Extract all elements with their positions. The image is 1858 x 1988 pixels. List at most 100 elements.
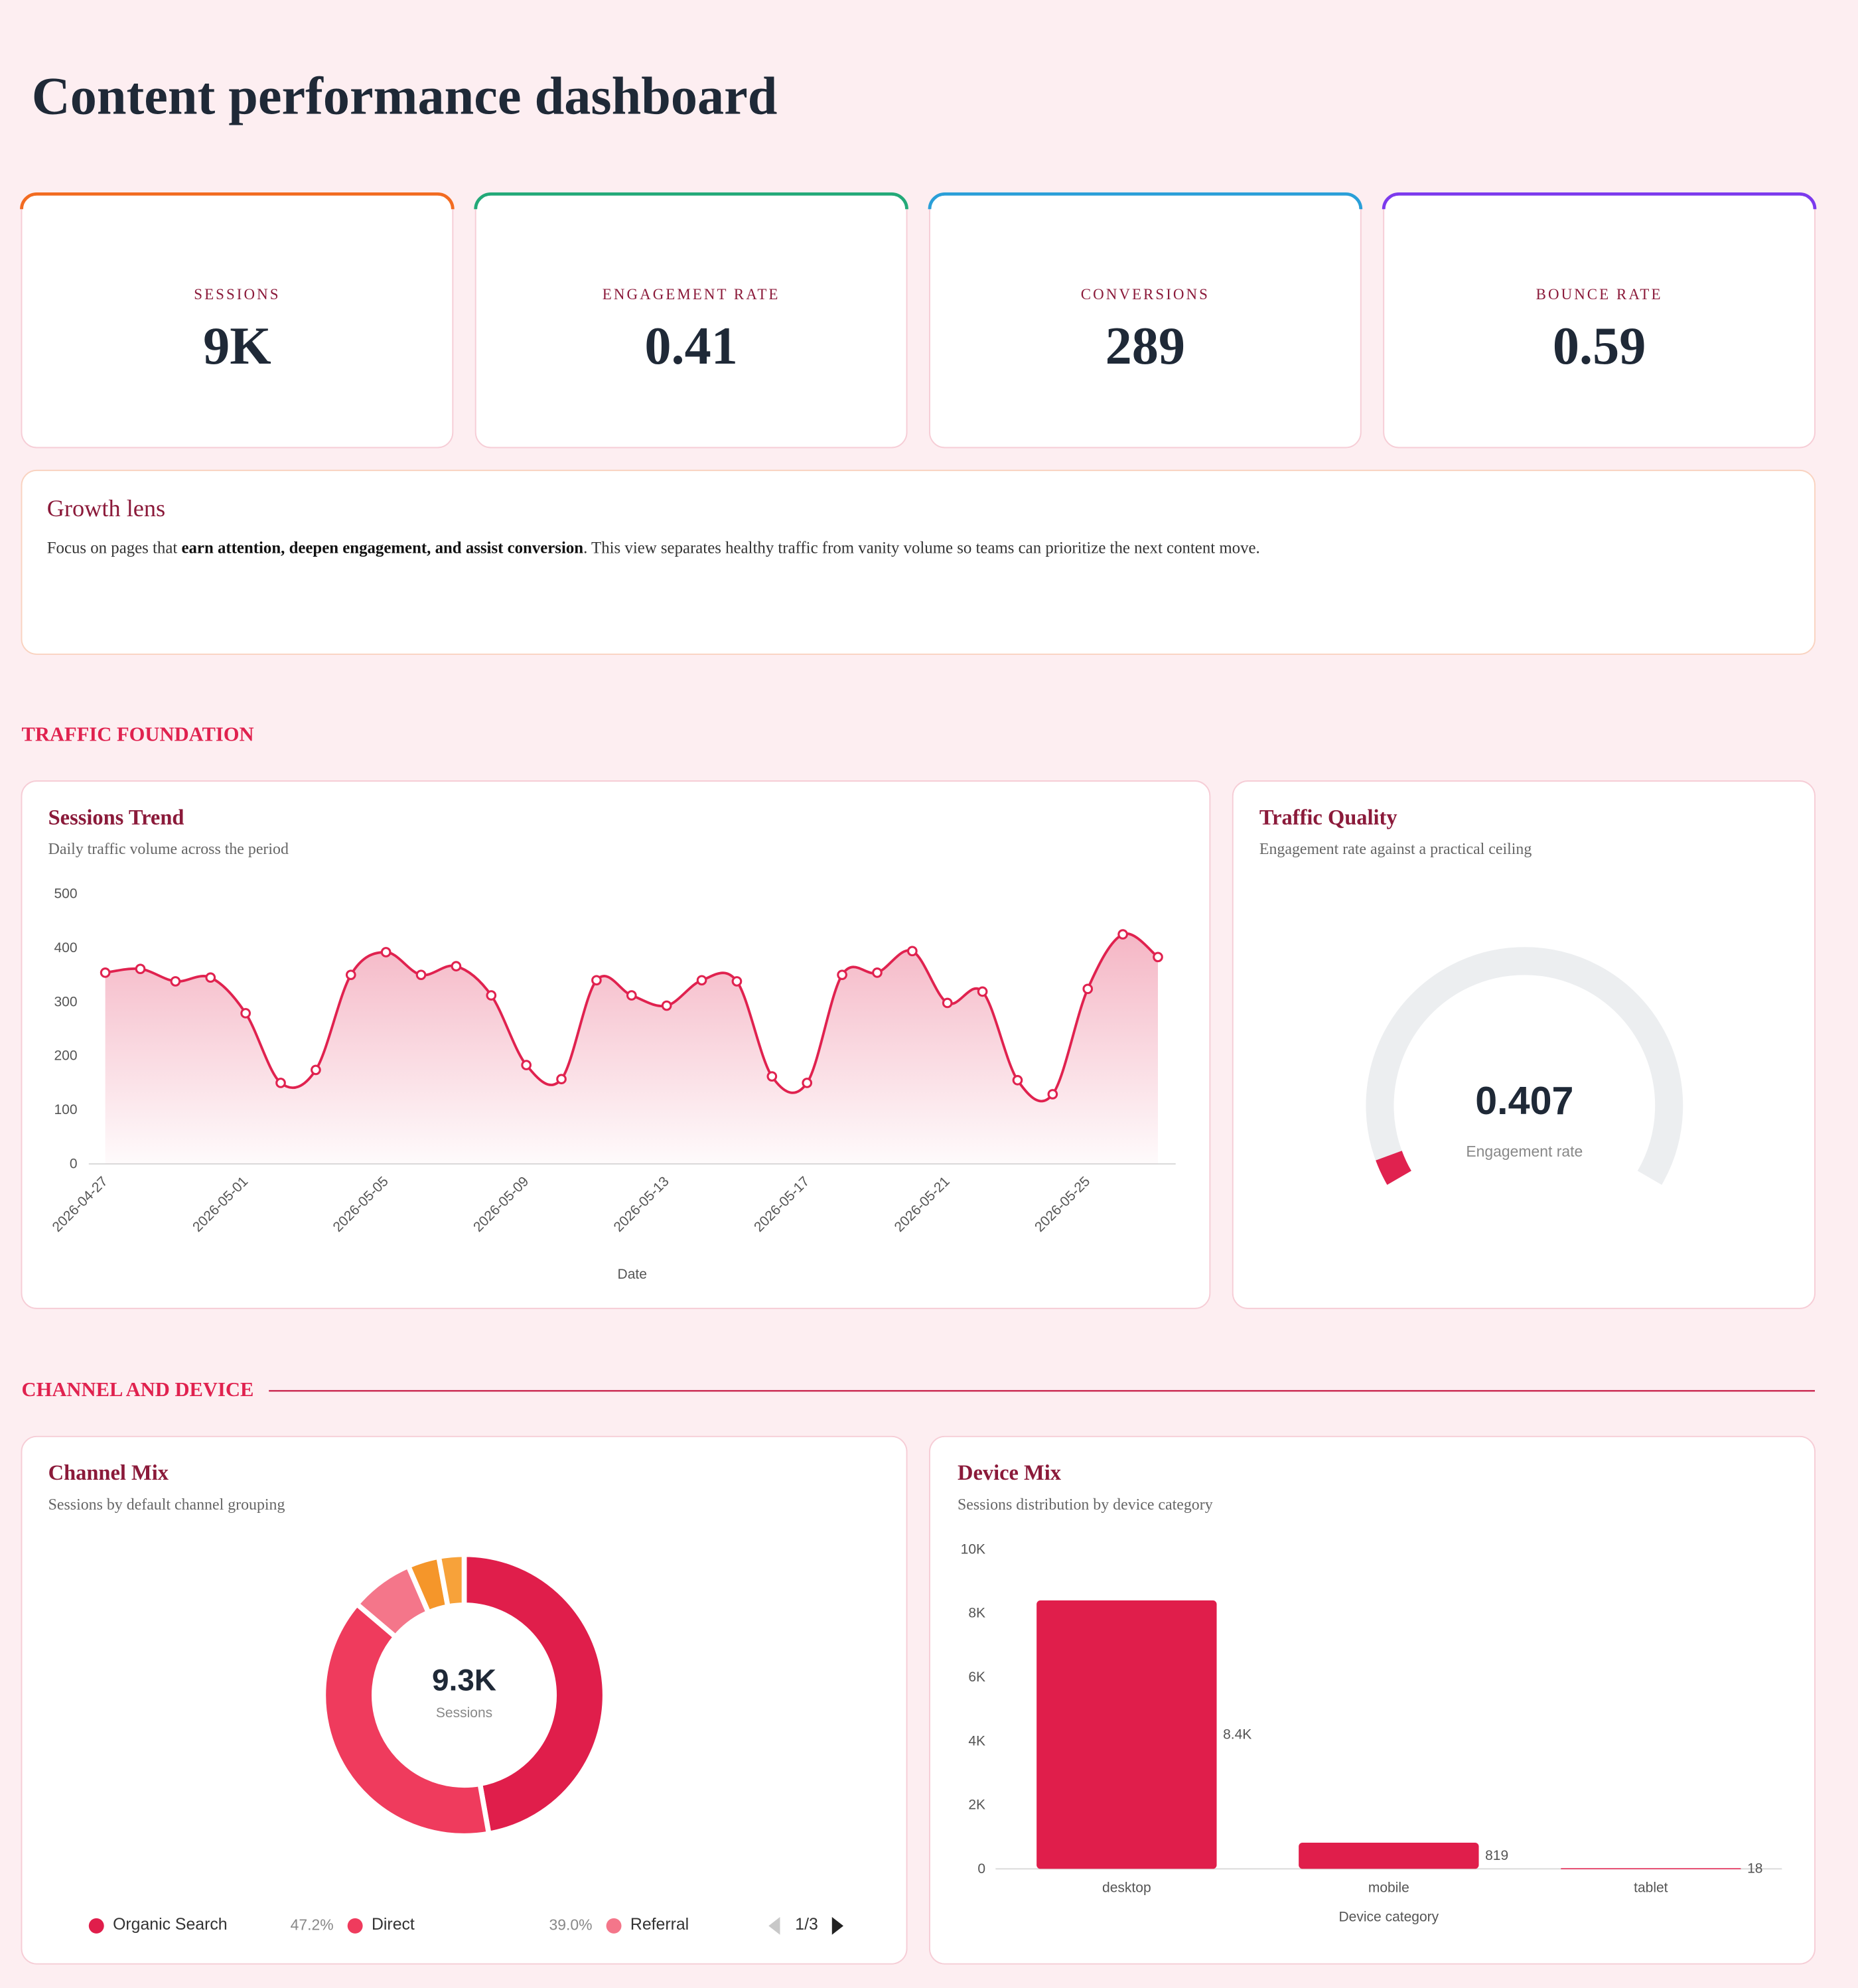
y-tick-label: 200	[54, 1048, 78, 1064]
legend-page: 1/3	[795, 1916, 818, 1934]
pie-slice	[461, 1551, 608, 1837]
x-tick-label: mobile	[1368, 1881, 1409, 1896]
gauge-value-label: 0.407	[1475, 1078, 1573, 1123]
point	[170, 976, 181, 987]
y-tick-label: 0	[70, 1157, 78, 1172]
legend-prev[interactable]	[768, 1917, 780, 1935]
y-tick-label: 300	[54, 994, 78, 1009]
point	[486, 990, 497, 1001]
point	[802, 1078, 813, 1088]
growth-emphasis: earn attention, deepen engagement, and a…	[181, 539, 583, 557]
line	[105, 932, 1159, 1103]
point	[766, 1071, 778, 1082]
value-label: 8.4K	[1223, 1727, 1251, 1742]
bar	[1299, 1842, 1479, 1869]
gauge-track	[1366, 947, 1683, 1185]
kpi-value: 9K	[203, 317, 271, 376]
point	[1012, 1075, 1023, 1086]
point	[977, 986, 988, 997]
pie-slice	[436, 1551, 467, 1610]
y-tick-label: 6K	[968, 1669, 985, 1685]
kpi-label: ENGAGEMENT RATE	[603, 286, 780, 303]
area	[105, 933, 1158, 1165]
kpi-row: SESSIONS 9K ENGAGEMENT RATE 0.41 CONVERSIONS…	[20, 192, 1817, 449]
point	[837, 969, 847, 980]
legend-label: Organic Search	[113, 1916, 228, 1934]
x-tick-label: tablet	[1634, 1881, 1668, 1896]
y-tick-label: 8K	[968, 1606, 985, 1621]
value-label: 819	[1485, 1848, 1508, 1863]
x-axis-title: Device category	[1338, 1910, 1439, 1925]
legend-next[interactable]	[831, 1917, 843, 1935]
bar	[1036, 1600, 1217, 1869]
y-tick-label: 2K	[968, 1798, 985, 1813]
legend-value: 39.0%	[549, 1916, 593, 1933]
kpi-label: BOUNCE RATE	[1536, 286, 1663, 303]
y-tick-label: 4K	[968, 1733, 985, 1748]
kpi-accent	[474, 192, 908, 210]
point	[451, 961, 462, 971]
point	[240, 1008, 251, 1019]
kpi-label: SESSIONS	[194, 286, 280, 303]
chart-card	[1232, 780, 1816, 1309]
y-tick-label: 400	[54, 940, 78, 956]
growth-text: Focus on pages that	[47, 539, 182, 557]
chart-title: Device Mix	[958, 1461, 1062, 1485]
point	[661, 1000, 672, 1011]
point	[415, 969, 427, 980]
point	[556, 1074, 567, 1085]
legend-swatch	[88, 1918, 104, 1934]
legend-label: Direct	[372, 1916, 415, 1934]
chart-title: Sessions Trend	[48, 806, 184, 829]
chart-subtitle: Daily traffic volume across the period	[48, 841, 289, 858]
point	[275, 1078, 286, 1088]
kpi-accent	[928, 192, 1363, 210]
x-axis-title: Date	[618, 1267, 647, 1282]
point	[872, 967, 883, 978]
point	[696, 975, 707, 986]
value-label: 18	[1747, 1861, 1762, 1876]
point	[1082, 983, 1094, 995]
growth-title: Growth lens	[47, 495, 165, 522]
point	[100, 967, 111, 978]
kpi-value: 289	[1106, 317, 1185, 376]
bar	[1561, 1868, 1741, 1870]
point	[380, 947, 392, 958]
point	[591, 975, 602, 986]
point	[521, 1060, 532, 1070]
point	[626, 990, 637, 1001]
point	[731, 976, 743, 987]
center-value: 9.3K	[432, 1663, 496, 1697]
growth-body: Focus on pages that earn attention, deep…	[47, 539, 1260, 557]
chart-title: Traffic Quality	[1259, 806, 1397, 829]
point	[906, 946, 918, 957]
gauge-value	[1376, 1150, 1412, 1185]
point	[1153, 952, 1163, 963]
point	[942, 997, 953, 1009]
chart-subtitle: Sessions distribution by device category	[958, 1496, 1213, 1514]
y-tick-label: 100	[54, 1102, 78, 1117]
y-tick-label: 0	[977, 1861, 985, 1877]
pie-slice	[321, 1601, 492, 1839]
point	[345, 969, 356, 980]
x-tick-label: desktop	[1102, 1881, 1151, 1896]
chart-subtitle: Sessions by default channel grouping	[48, 1496, 285, 1514]
point	[311, 1064, 321, 1076]
point	[1047, 1089, 1058, 1100]
legend-swatch	[606, 1918, 622, 1934]
growth-text: . This view separates healthy traffic fr…	[583, 539, 1260, 557]
chart-title: Channel Mix	[48, 1461, 169, 1485]
gauge-caption: Engagement rate	[1466, 1143, 1583, 1160]
point	[205, 972, 216, 983]
y-tick-label: 500	[54, 887, 78, 902]
legend-value: 47.2%	[291, 1916, 334, 1933]
section-title: TRAFFIC FOUNDATION	[21, 723, 253, 745]
kpi-accent	[1382, 192, 1817, 210]
kpi-accent	[20, 192, 455, 210]
y-tick-label: 10K	[961, 1541, 985, 1557]
point	[1117, 929, 1128, 940]
kpi-value: 0.59	[1553, 317, 1646, 376]
growth-card	[21, 469, 1816, 655]
kpi-value: 0.41	[644, 317, 737, 376]
legend-swatch	[347, 1918, 363, 1934]
